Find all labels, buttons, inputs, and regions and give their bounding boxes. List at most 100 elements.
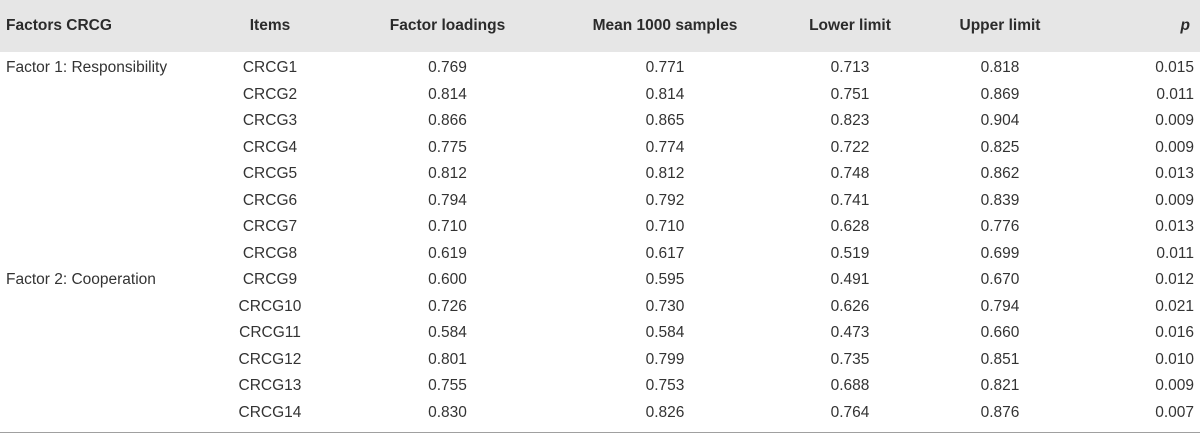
- cell-factor-loading: 0.584: [428, 324, 467, 342]
- cell-lower-limit: 0.626: [830, 297, 870, 315]
- cell-factor-loading: 0.814: [428, 85, 467, 103]
- cell-item: CRCG14: [238, 403, 302, 421]
- header-mean-samples: Mean 1000 samples: [592, 17, 738, 34]
- table-header: Factors CRCG Items Factor loadings Mean …: [0, 0, 1200, 52]
- cell-item: CRCG6: [242, 191, 298, 209]
- cell-mean-samples: 0.799: [645, 350, 685, 368]
- cell-item: CRCG10: [238, 297, 302, 315]
- cell-p-value: 0.011: [1156, 85, 1194, 103]
- header-p-value: p: [1180, 17, 1190, 34]
- cell-factor: [0, 161, 200, 188]
- table-row: CRCG2 0.814 0.814 0.751 0.869 0.011: [0, 82, 1200, 109]
- cell-item: CRCG3: [242, 112, 298, 130]
- table-row: CRCG13 0.755 0.753 0.688 0.821 0.009: [0, 373, 1200, 400]
- cell-lower-limit: 0.491: [830, 271, 870, 289]
- table-row: CRCG7 0.710 0.710 0.628 0.776 0.013: [0, 214, 1200, 241]
- cell-p-value: 0.013: [1155, 165, 1194, 183]
- cell-p-value: 0.010: [1155, 350, 1194, 368]
- table-row: CRCG12 0.801 0.799 0.735 0.851 0.010: [0, 347, 1200, 374]
- cell-p-value: 0.009: [1155, 112, 1194, 130]
- cell-lower-limit: 0.722: [830, 138, 870, 156]
- cell-lower-limit: 0.748: [830, 165, 870, 183]
- cell-upper-limit: 0.876: [980, 403, 1020, 421]
- header-lower-limit: Lower limit: [809, 17, 891, 34]
- cell-factor-loading: 0.710: [428, 218, 467, 236]
- cell-mean-samples: 0.865: [645, 112, 685, 130]
- cell-upper-limit: 0.818: [980, 59, 1020, 77]
- cell-lower-limit: 0.688: [830, 377, 870, 395]
- cell-lower-limit: 0.519: [830, 244, 870, 262]
- header-row: Factors CRCG Items Factor loadings Mean …: [0, 0, 1200, 52]
- table-row: CRCG4 0.775 0.774 0.722 0.825 0.009: [0, 135, 1200, 162]
- cell-item: CRCG5: [242, 165, 298, 183]
- table-row: CRCG11 0.584 0.584 0.473 0.660 0.016: [0, 320, 1200, 347]
- bottom-rule: [0, 432, 1200, 433]
- cell-p-value: 0.021: [1155, 297, 1194, 315]
- cell-factor-loading: 0.794: [428, 191, 467, 209]
- cell-upper-limit: 0.776: [980, 218, 1020, 236]
- table-row: Factor 1: Responsibility CRCG1 0.769 0.771 0…: [0, 52, 1200, 82]
- table-row: CRCG6 0.794 0.792 0.741 0.839 0.009: [0, 188, 1200, 215]
- cell-lower-limit: 0.628: [830, 218, 870, 236]
- cell-factor-loading: 0.600: [428, 271, 467, 289]
- cell-factor: [0, 135, 200, 162]
- table-body: Factor 1: Responsibility CRCG1 0.769 0.771 0…: [0, 52, 1200, 426]
- cell-upper-limit: 0.869: [980, 85, 1020, 103]
- cell-p-value: 0.009: [1155, 191, 1194, 209]
- cell-p-value: 0.015: [1155, 59, 1194, 77]
- table-row: CRCG3 0.866 0.865 0.823 0.904 0.009: [0, 108, 1200, 135]
- cell-p-value: 0.013: [1155, 218, 1194, 236]
- factor-loadings-table: Factors CRCG Items Factor loadings Mean …: [0, 0, 1200, 426]
- cell-item: CRCG12: [238, 350, 302, 368]
- cell-mean-samples: 0.814: [645, 85, 685, 103]
- cell-factor: Factor 1: Responsibility: [6, 59, 168, 77]
- cell-upper-limit: 0.699: [980, 244, 1020, 262]
- cell-upper-limit: 0.825: [980, 138, 1020, 156]
- cell-mean-samples: 0.730: [645, 297, 685, 315]
- cell-upper-limit: 0.904: [980, 112, 1020, 130]
- cell-factor: [0, 241, 200, 268]
- cell-item: CRCG8: [242, 244, 298, 262]
- cell-lower-limit: 0.751: [830, 85, 870, 103]
- cell-mean-samples: 0.710: [645, 218, 685, 236]
- cell-mean-samples: 0.584: [645, 324, 685, 342]
- cell-item: CRCG13: [238, 377, 302, 395]
- table-row: Factor 2: Cooperation CRCG9 0.600 0.595 0.49…: [0, 267, 1200, 294]
- cell-factor-loading: 0.801: [428, 350, 467, 368]
- cell-factor: [0, 320, 200, 347]
- cell-lower-limit: 0.713: [830, 59, 870, 77]
- cell-lower-limit: 0.741: [830, 191, 870, 209]
- table-row: CRCG14 0.830 0.826 0.764 0.876 0.007: [0, 400, 1200, 427]
- cell-item: CRCG7: [242, 218, 298, 236]
- cell-mean-samples: 0.774: [645, 138, 685, 156]
- cell-upper-limit: 0.821: [980, 377, 1020, 395]
- cell-lower-limit: 0.735: [830, 350, 870, 368]
- cell-factor-loading: 0.775: [428, 138, 467, 156]
- cell-factor-loading: 0.619: [428, 244, 467, 262]
- cell-item: CRCG2: [242, 85, 298, 103]
- cell-factor: [0, 347, 200, 374]
- cell-p-value: 0.012: [1155, 271, 1194, 289]
- cell-upper-limit: 0.670: [980, 271, 1020, 289]
- cell-factor: [0, 82, 200, 109]
- cell-factor: [0, 108, 200, 135]
- cell-mean-samples: 0.792: [645, 191, 685, 209]
- cell-factor: [0, 294, 200, 321]
- cell-factor-loading: 0.726: [428, 297, 467, 315]
- cell-p-value: 0.007: [1155, 403, 1194, 421]
- cell-lower-limit: 0.473: [830, 324, 870, 342]
- cell-mean-samples: 0.617: [645, 244, 685, 262]
- header-upper-limit: Upper limit: [959, 17, 1041, 34]
- table-row: CRCG5 0.812 0.812 0.748 0.862 0.013: [0, 161, 1200, 188]
- cell-mean-samples: 0.771: [645, 59, 685, 77]
- cell-lower-limit: 0.823: [830, 112, 870, 130]
- cell-factor: [0, 214, 200, 241]
- cell-p-value: 0.009: [1155, 138, 1194, 156]
- cell-upper-limit: 0.851: [980, 350, 1020, 368]
- cell-upper-limit: 0.839: [980, 191, 1020, 209]
- header-factors: Factors CRCG: [6, 17, 112, 34]
- cell-p-value: 0.011: [1156, 244, 1194, 262]
- cell-item: CRCG9: [242, 271, 298, 289]
- cell-item: CRCG1: [242, 59, 298, 77]
- cell-mean-samples: 0.812: [645, 165, 685, 183]
